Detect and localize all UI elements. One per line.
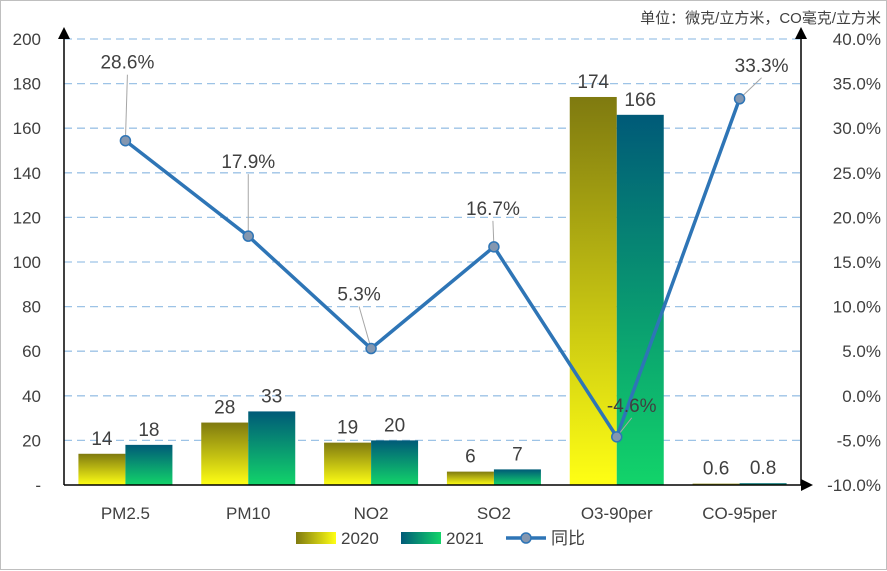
legend-swatch-2021 xyxy=(401,532,441,544)
bar-label-2020: 174 xyxy=(577,72,609,93)
right-tick-label: 15.0% xyxy=(833,253,881,272)
bar-2020 xyxy=(78,453,126,485)
bar-label-2021: 166 xyxy=(624,90,656,111)
category-label: CO-95per xyxy=(702,504,777,523)
category-label: SO2 xyxy=(477,504,511,523)
bar-label-2021: 7 xyxy=(512,444,523,465)
bar-2020 xyxy=(446,471,494,485)
bar-label-2021: 20 xyxy=(384,415,405,436)
bar-label-2021: 33 xyxy=(261,386,282,407)
yoy-marker xyxy=(365,342,377,355)
yoy-marker xyxy=(611,431,623,443)
legend-label-yoy: 同比 xyxy=(551,529,585,548)
left-tick-label: 40 xyxy=(22,387,41,406)
yoy-marker xyxy=(119,134,132,147)
right-tick-label: 5.0% xyxy=(842,342,881,361)
yoy-marker xyxy=(488,241,500,253)
bar-2020 xyxy=(201,422,249,485)
bar-2020 xyxy=(324,442,372,485)
category-label: PM2.5 xyxy=(101,504,150,523)
legend-label-2021: 2021 xyxy=(446,529,484,548)
left-tick-label: 60 xyxy=(22,342,41,361)
bar-label-2020: 19 xyxy=(337,418,358,439)
bar-label-2020: 6 xyxy=(465,447,476,468)
right-tick-label: 30.0% xyxy=(833,119,881,138)
bar-2021 xyxy=(125,444,173,485)
yoy-marker xyxy=(733,93,746,105)
bar-2021 xyxy=(371,440,419,485)
leader-line xyxy=(124,74,128,141)
left-tick-label: 120 xyxy=(13,208,41,227)
yoy-label: -4.6% xyxy=(607,396,657,417)
bar-2021 xyxy=(616,114,664,485)
left-tick-label: 20 xyxy=(22,431,41,450)
legend-label-2020: 2020 xyxy=(341,529,379,548)
yoy-label: 5.3% xyxy=(337,285,380,306)
right-tick-label: 25.0% xyxy=(833,164,881,183)
right-tick-label: 20.0% xyxy=(833,208,881,227)
bar-label-2020: 14 xyxy=(91,429,113,450)
yoy-label: 17.9% xyxy=(221,152,275,173)
yoy-label: 16.7% xyxy=(466,199,520,220)
legend-swatch-2020 xyxy=(296,532,336,544)
yoy-label: 33.3% xyxy=(735,56,789,77)
right-tick-label: 0.0% xyxy=(842,387,881,406)
bar-label-2021: 18 xyxy=(138,420,159,441)
right-tick-label: 35.0% xyxy=(833,75,881,94)
left-tick-label: - xyxy=(35,476,41,495)
legend-marker-yoy xyxy=(520,532,532,544)
bar-label-2020: 0.6 xyxy=(703,459,729,480)
left-tick-label: 80 xyxy=(22,298,41,317)
right-tick-label: -10.0% xyxy=(827,476,881,495)
right-tick-label: 10.0% xyxy=(833,298,881,317)
yoy-line xyxy=(124,98,742,441)
bar-label-2021: 0.8 xyxy=(750,458,776,479)
bar-2021 xyxy=(493,469,541,485)
right-tick-label: 40.0% xyxy=(833,30,881,49)
category-label: NO2 xyxy=(354,504,389,523)
bar-2021 xyxy=(248,411,296,485)
yoy-label: 28.6% xyxy=(100,53,154,74)
left-tick-label: 140 xyxy=(13,164,41,183)
category-label: PM10 xyxy=(226,504,270,523)
bar-label-2020: 28 xyxy=(214,398,235,419)
yoy-marker xyxy=(242,230,254,242)
right-tick-label: -5.0% xyxy=(837,431,881,450)
left-tick-label: 180 xyxy=(13,75,41,94)
left-tick-label: 200 xyxy=(13,30,41,49)
leader-line xyxy=(358,306,372,349)
left-tick-label: 100 xyxy=(13,253,41,272)
category-label: O3-90per xyxy=(581,504,653,523)
left-tick-label: 160 xyxy=(13,119,41,138)
bar-2021 xyxy=(739,483,787,485)
unit-note: 单位：微克/立方米，CO毫克/立方米 xyxy=(640,9,881,27)
bar-2020 xyxy=(569,96,617,485)
